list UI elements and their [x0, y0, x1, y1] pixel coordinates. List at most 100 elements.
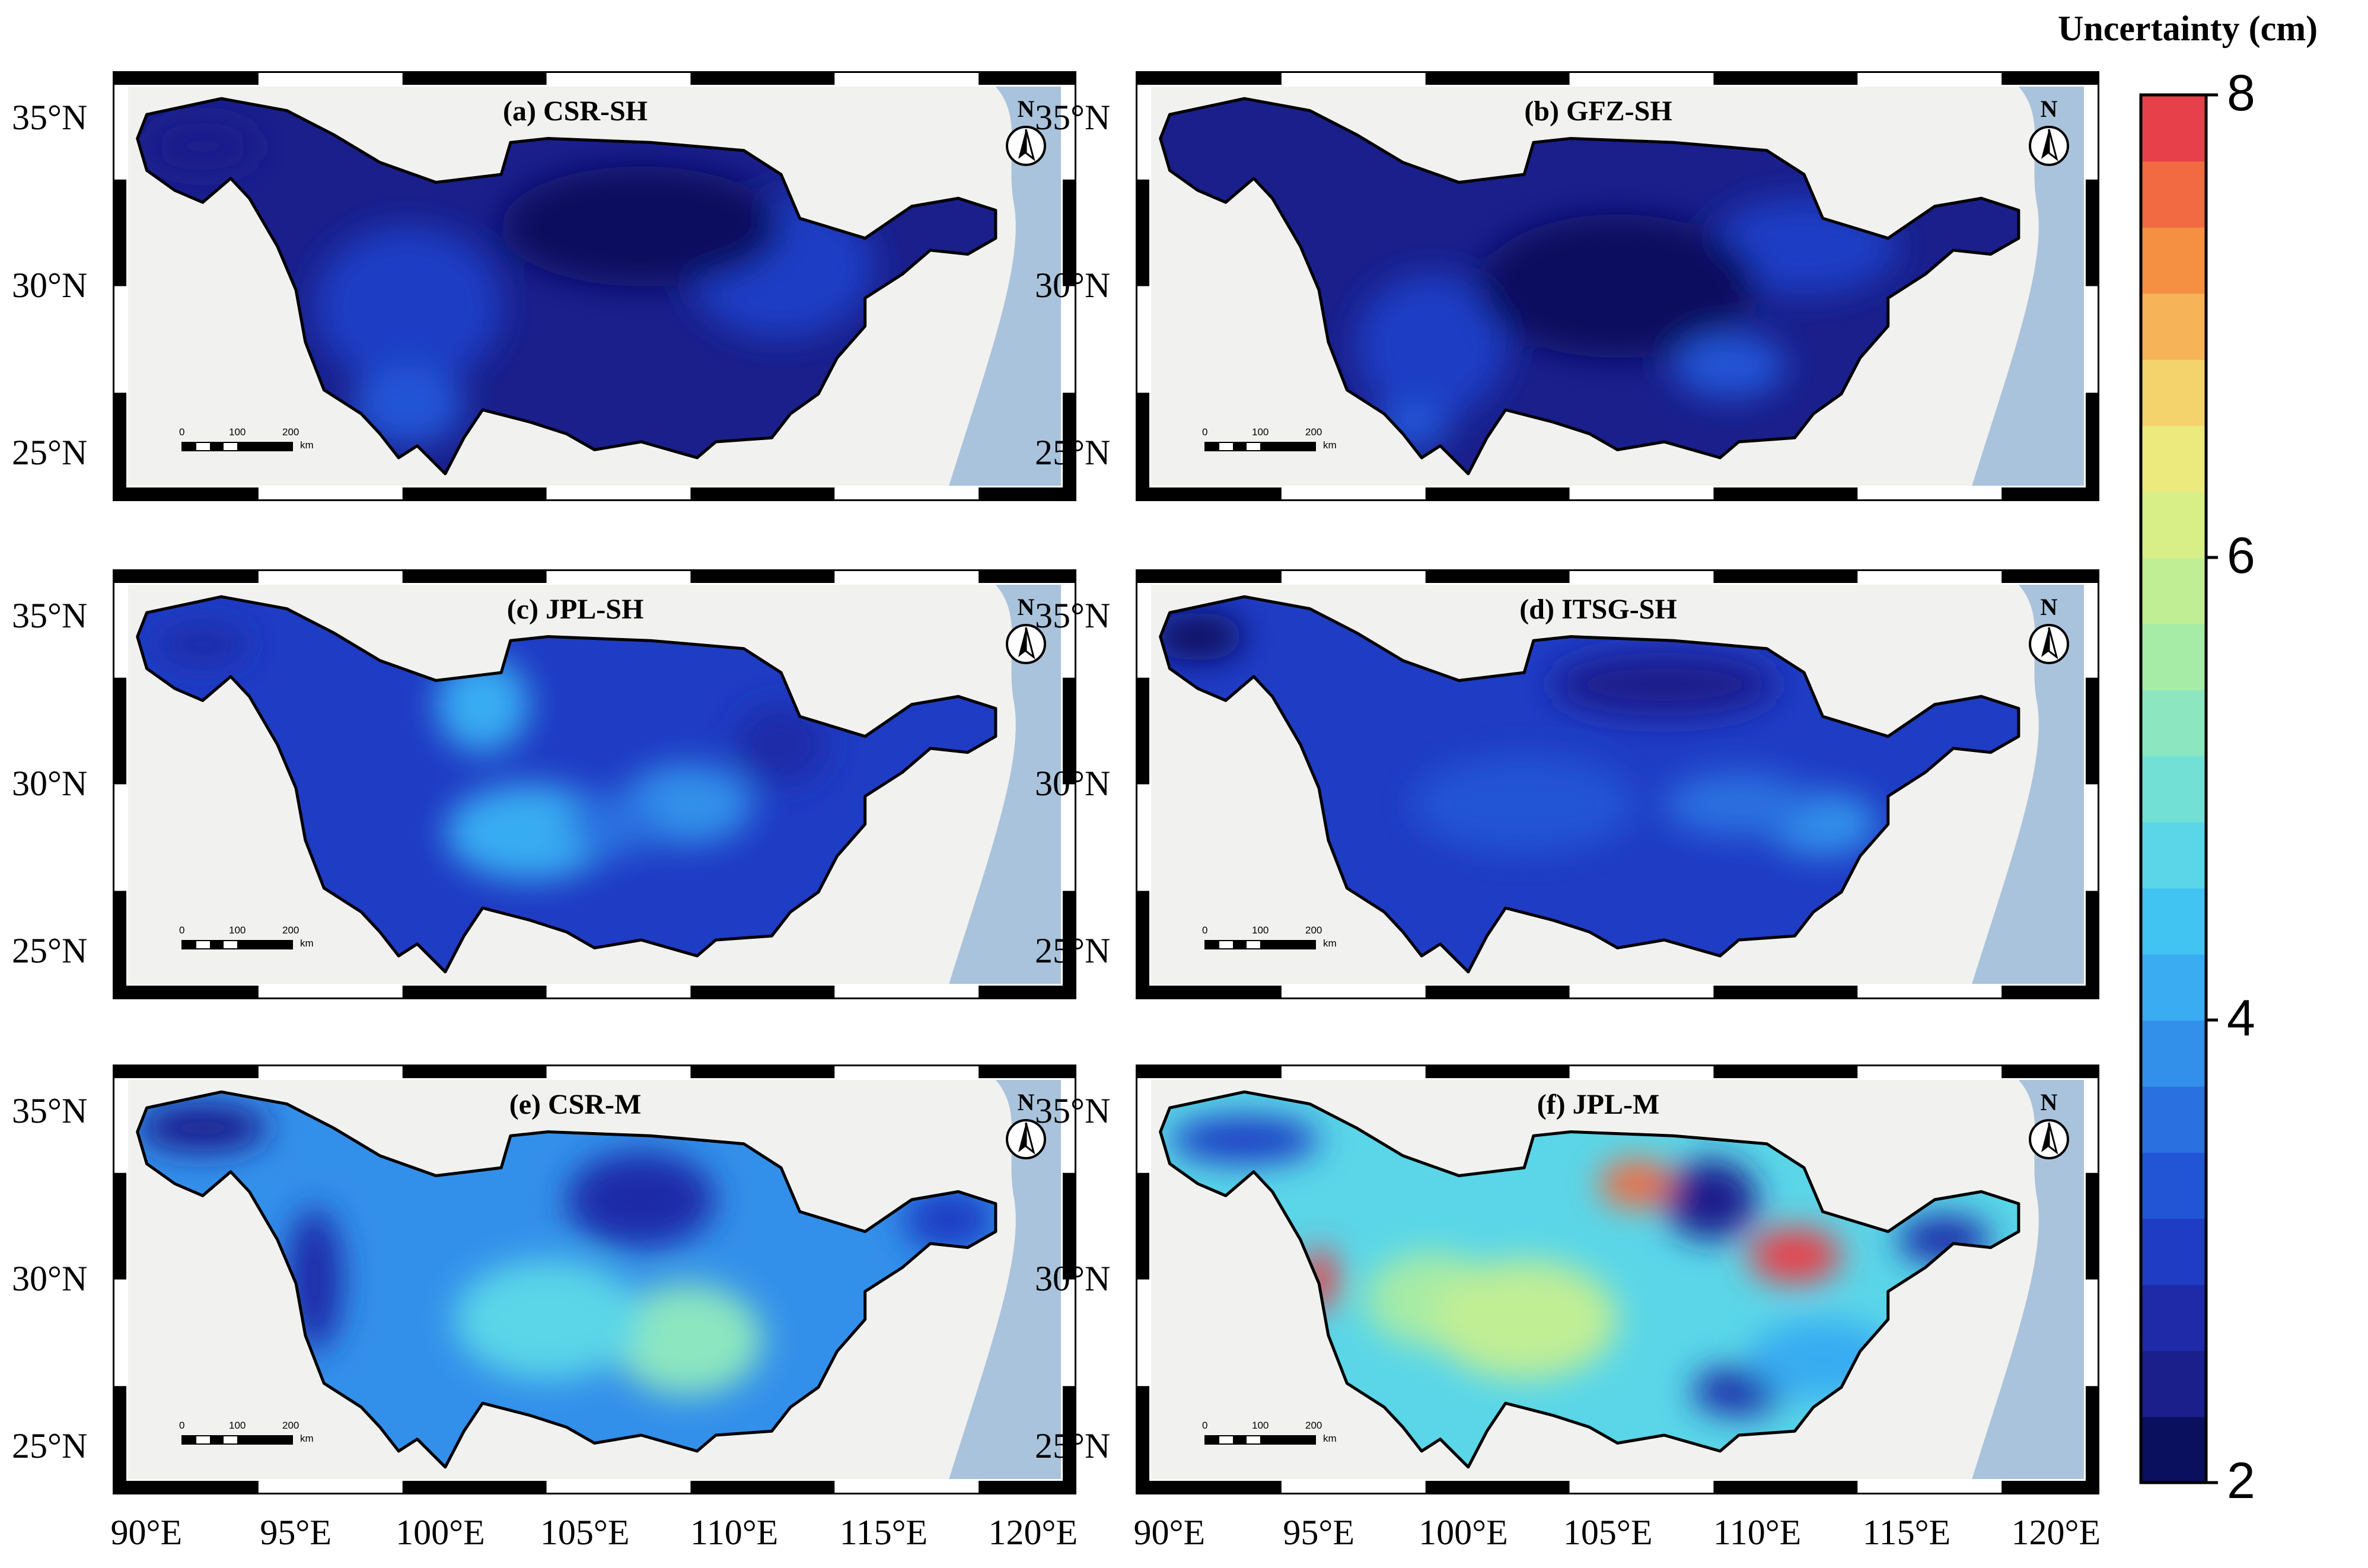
north-arrow-icon: N	[999, 96, 1053, 170]
lon-label: 115°E	[1862, 1513, 1951, 1552]
panel-title: (c) JPL-SH	[506, 594, 644, 625]
lon-label: 110°E	[690, 1513, 779, 1552]
colorbar-swatch	[2142, 359, 2205, 426]
lon-label: 95°E	[1283, 1513, 1355, 1552]
sea-area	[1972, 1080, 2084, 1479]
colorbar-swatch	[2142, 1416, 2205, 1483]
basin-outline	[136, 595, 997, 974]
panel-title: (a) CSR-SH	[502, 95, 648, 127]
lat-label: 25°N	[1035, 433, 1111, 473]
lat-label: 25°N	[12, 433, 88, 473]
lon-label: 105°E	[540, 1513, 630, 1552]
colorbar-swatch	[2142, 1020, 2205, 1087]
map-panel-d: (d) ITSG-SH N 0 100 200 km	[1136, 569, 2099, 999]
north-arrow-icon: N	[2022, 1089, 2076, 1163]
colorbar-swatch	[2142, 689, 2205, 757]
map-panel-b: (b) GFZ-SH N 0 100 200 km	[1136, 71, 2099, 501]
map-panel-f: (f) JPL-M N 0 100 200 km	[1136, 1065, 2099, 1494]
lat-label: 30°N	[1035, 265, 1111, 305]
colorbar-swatch	[2142, 95, 2205, 162]
map-panel-c: (c) JPL-SH N 0 100 200 km	[113, 569, 1076, 999]
lat-label: 25°N	[1035, 931, 1111, 971]
map-canvas	[113, 569, 1076, 999]
colorbar-swatch	[2142, 888, 2205, 955]
basin-outline	[1159, 97, 2020, 476]
sea-area	[1972, 87, 2084, 486]
scale-bar: 0 100 200 km	[1202, 1420, 1337, 1445]
lon-label: 105°E	[1563, 1513, 1653, 1552]
colorbar-swatch	[2142, 425, 2205, 492]
colorbar-swatch	[2142, 1152, 2205, 1219]
panel-title: (f) JPL-M	[1537, 1089, 1660, 1120]
colorbar-swatch	[2142, 756, 2205, 823]
basin-outline	[136, 97, 997, 476]
scale-bar: 0 100 200 km	[1202, 925, 1337, 949]
lon-label: 120°E	[2011, 1513, 2101, 1552]
panel-title: (d) ITSG-SH	[1519, 594, 1677, 625]
basin-outline	[1159, 595, 2020, 974]
lat-label: 25°N	[12, 931, 88, 971]
lon-label: 100°E	[1419, 1513, 1508, 1552]
scale-bar: 0 100 200 km	[1202, 426, 1337, 451]
lat-label: 35°N	[12, 595, 88, 635]
sea-area	[949, 1080, 1061, 1479]
colorbar-swatch	[2142, 491, 2205, 558]
colorbar-swatch	[2142, 954, 2205, 1021]
map-canvas	[1136, 1065, 2099, 1494]
basin-outline	[136, 1090, 997, 1469]
colorbar-tick-label: 4	[2227, 990, 2255, 1047]
lon-label: 90°E	[1133, 1513, 1206, 1552]
map-canvas	[113, 71, 1076, 501]
colorbar-title: Uncertainty (cm)	[2058, 9, 2318, 48]
sea-area	[949, 87, 1061, 486]
lat-label: 35°N	[12, 1091, 88, 1130]
scale-bar: 0 100 200 km	[179, 426, 314, 451]
lat-label: 30°N	[1035, 1258, 1111, 1298]
panel-title: (e) CSR-M	[509, 1089, 642, 1120]
scale-bar: 0 100 200 km	[179, 1420, 314, 1445]
colorbar-tick-label: 2	[2227, 1452, 2255, 1509]
lat-label: 35°N	[12, 97, 88, 137]
north-arrow-icon: N	[2022, 96, 2076, 170]
lon-label: 95°E	[260, 1513, 332, 1552]
lon-label: 110°E	[1713, 1513, 1802, 1552]
colorbar-swatch	[2142, 1350, 2205, 1417]
panel-title: (b) GFZ-SH	[1524, 95, 1672, 127]
lon-label: 120°E	[988, 1513, 1078, 1552]
colorbar-swatch	[2142, 227, 2205, 294]
basin-outline	[1159, 1090, 2020, 1469]
colorbar-swatch	[2142, 161, 2205, 228]
lat-label: 30°N	[1035, 763, 1111, 803]
map-canvas	[1136, 569, 2099, 999]
map-canvas	[113, 1065, 1076, 1494]
lon-label: 90°E	[110, 1513, 183, 1552]
colorbar-swatch	[2142, 1218, 2205, 1285]
lat-label: 25°N	[1035, 1426, 1111, 1466]
colorbar-swatch	[2142, 821, 2205, 889]
map-canvas	[1136, 71, 2099, 501]
north-arrow-icon: N	[999, 594, 1053, 668]
lon-label: 100°E	[396, 1513, 485, 1552]
lat-label: 35°N	[1035, 595, 1111, 635]
lat-label: 35°N	[1035, 97, 1111, 137]
north-arrow-icon: N	[2022, 594, 2076, 668]
colorbar-swatch	[2142, 557, 2205, 624]
lon-label: 115°E	[839, 1513, 928, 1552]
map-panel-a: (a) CSR-SH N 0 100 200 km	[113, 71, 1076, 501]
sea-area	[1972, 585, 2084, 984]
north-arrow-icon: N	[999, 1089, 1053, 1163]
lat-label: 30°N	[12, 763, 88, 803]
lat-label: 30°N	[12, 265, 88, 305]
map-panel-e: (e) CSR-M N 0 100 200 km	[113, 1065, 1076, 1494]
colorbar-swatch	[2142, 1086, 2205, 1153]
colorbar-tick-label: 8	[2227, 65, 2255, 122]
lat-label: 35°N	[1035, 1091, 1111, 1130]
lat-label: 30°N	[12, 1258, 88, 1298]
colorbar-swatch	[2142, 1284, 2205, 1352]
colorbar-swatch	[2142, 623, 2205, 690]
sea-area	[949, 585, 1061, 984]
colorbar-gradient	[2139, 93, 2218, 1484]
scale-bar: 0 100 200 km	[179, 925, 314, 949]
colorbar-swatch	[2142, 293, 2205, 360]
lat-label: 25°N	[12, 1426, 88, 1466]
